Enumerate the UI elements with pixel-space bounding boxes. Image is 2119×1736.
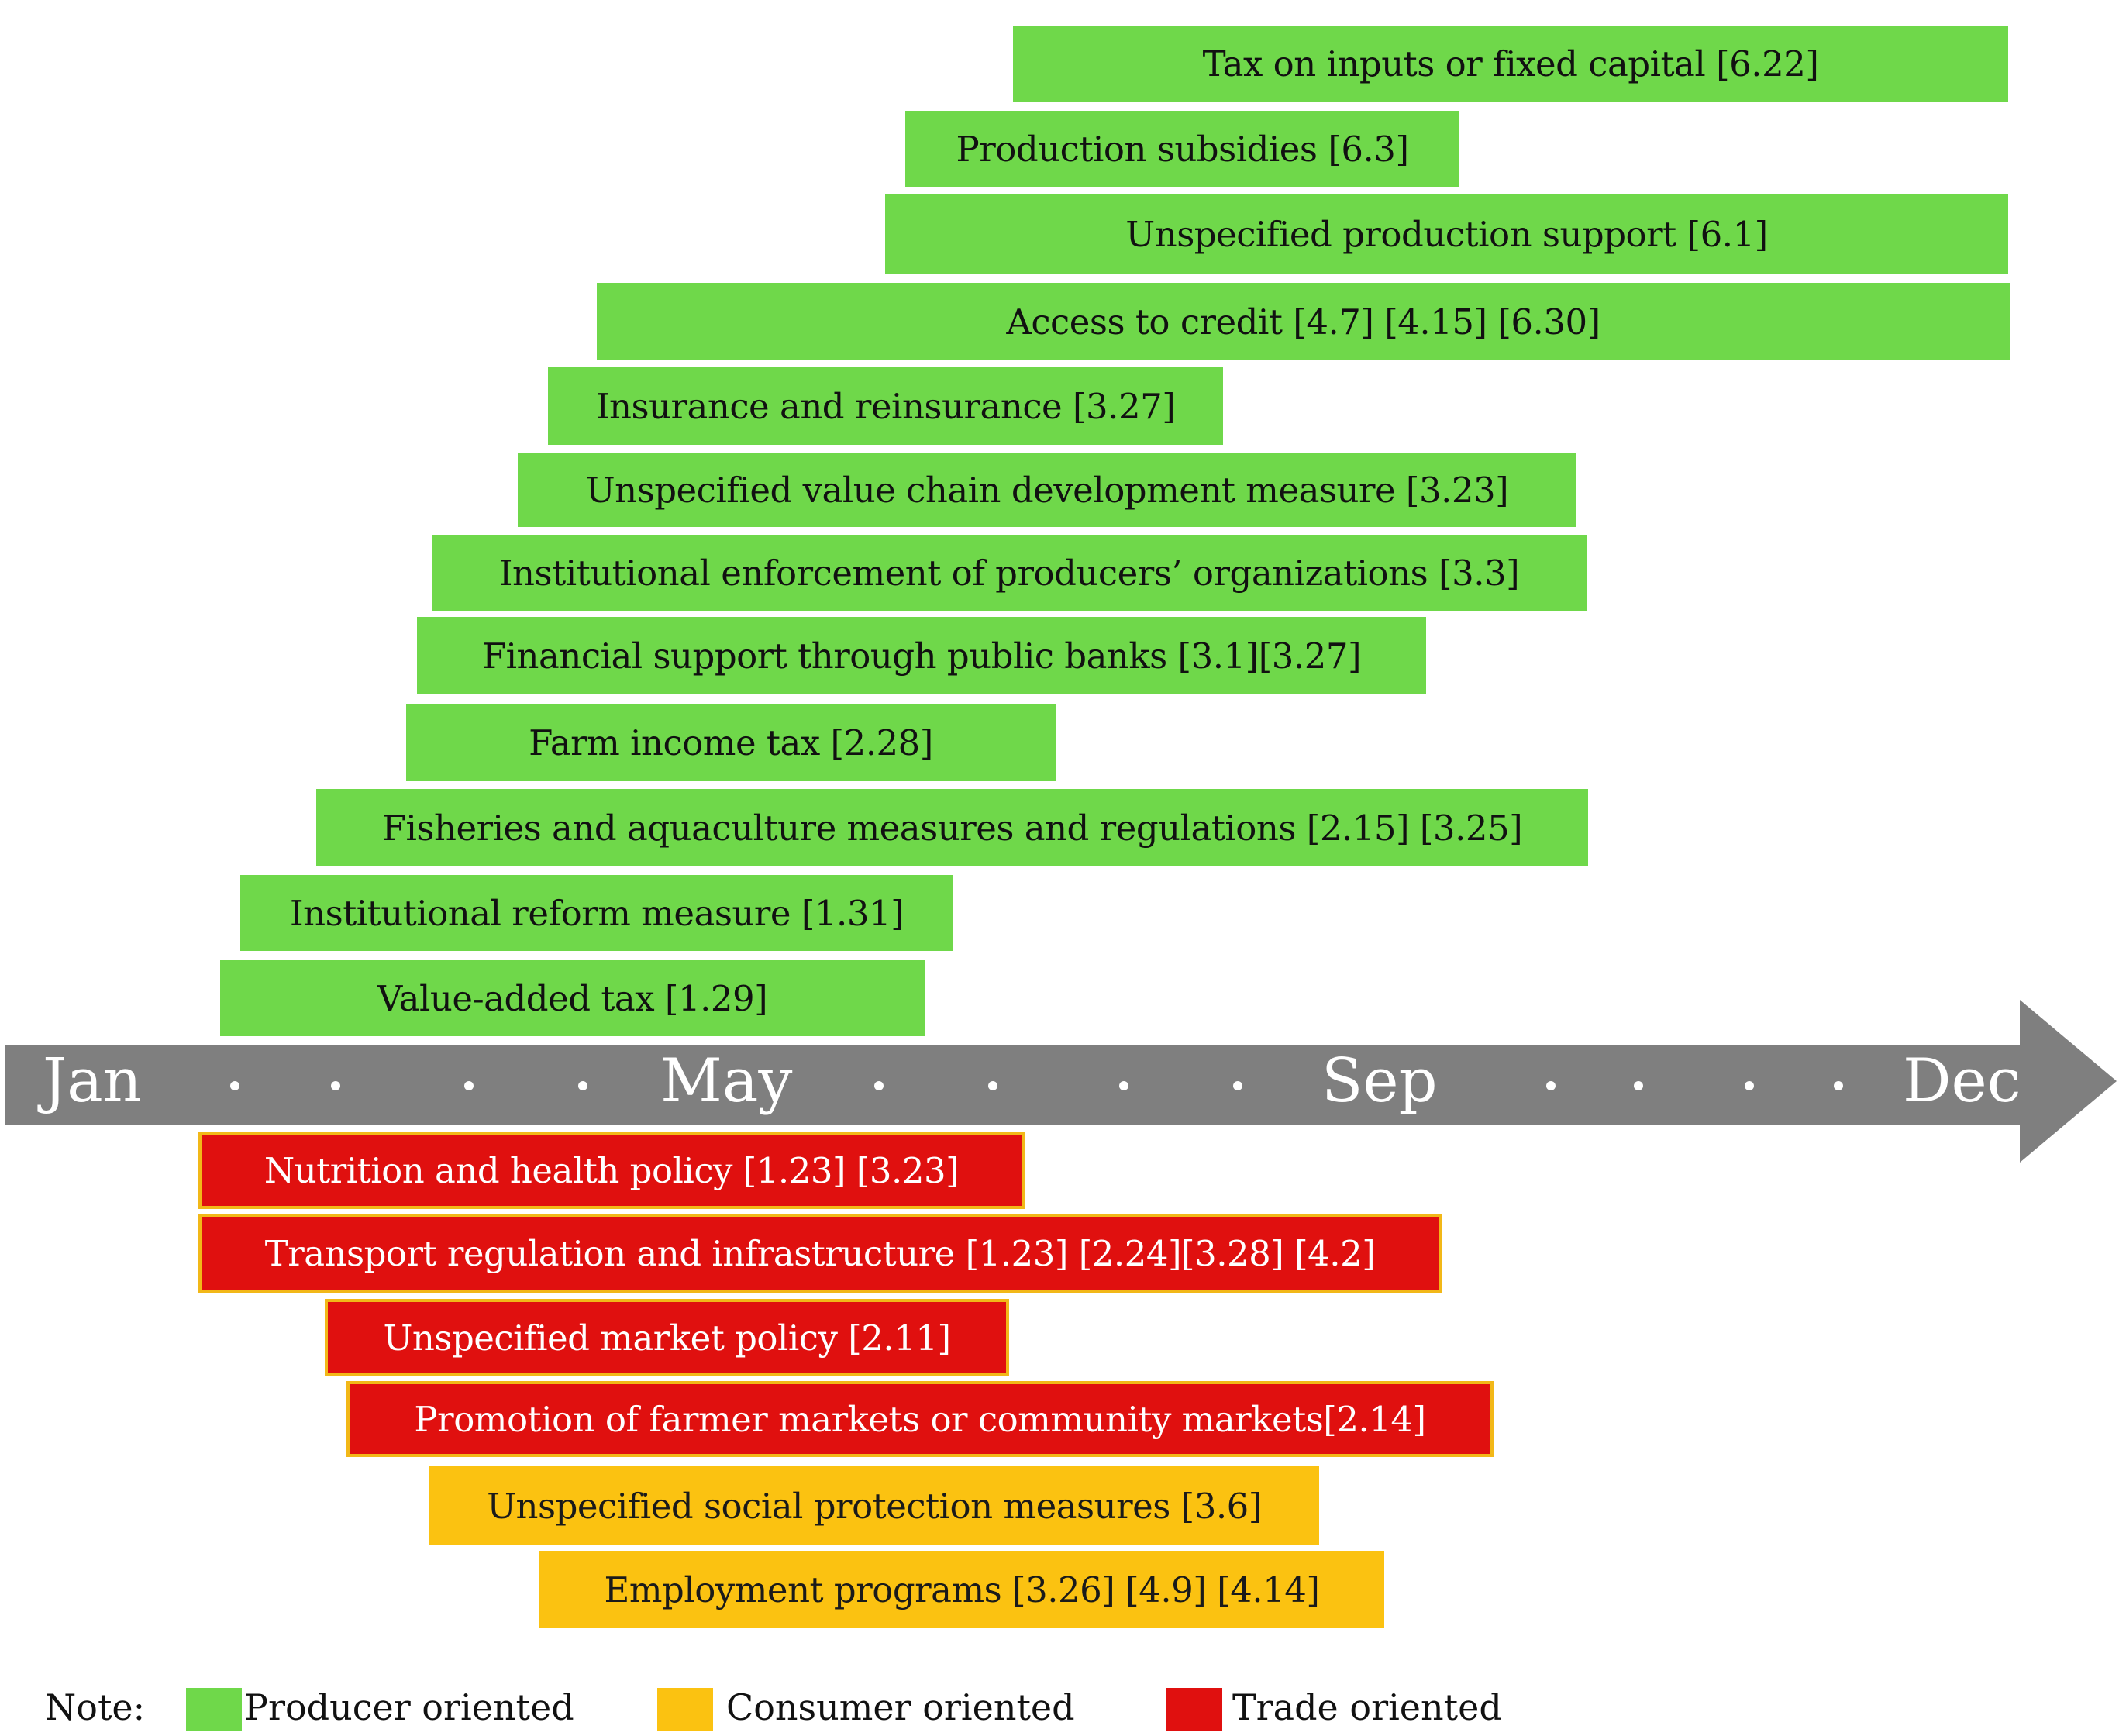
bar-label: Fisheries and aquaculture measures and r… (381, 807, 1523, 849)
bar-label: Institutional enforcement of producers’ … (498, 552, 1520, 594)
bar-label: Tax on inputs or fixed capital [6.22] (1202, 43, 1819, 84)
trade-bar-nutrition-health: Nutrition and health policy [1.23] [3.23… (198, 1132, 1025, 1209)
bar-label: Promotion of farmer markets or community… (414, 1398, 1426, 1440)
legend-trade-label: Trade oriented (1232, 1686, 1502, 1728)
timeline-dot (1546, 1081, 1556, 1090)
trade-bar-market-policy: Unspecified market policy [2.11] (325, 1299, 1009, 1376)
legend-swatch-consumer (657, 1688, 713, 1731)
bar-label: Unspecified social protection measures [… (487, 1485, 1262, 1527)
bar-label: Production subsidies [6.3] (956, 128, 1410, 170)
legend-swatch-trade (1166, 1688, 1222, 1731)
timeline-dot (874, 1081, 884, 1090)
timeline-arrow-shape (5, 1000, 2117, 1162)
timeline-dot (331, 1081, 340, 1090)
month-label-dec: Dec (1903, 1046, 2021, 1116)
producer-bar-vat: Value-added tax [1.29] (220, 960, 925, 1036)
month-label-sep: Sep (1321, 1046, 1438, 1116)
producer-bar-insurance: Insurance and reinsurance [3.27] (548, 367, 1223, 445)
bar-label: Insurance and reinsurance [3.27] (595, 385, 1176, 427)
timeline-dot (1745, 1081, 1754, 1090)
timeline-dot (1119, 1081, 1128, 1090)
bar-label: Nutrition and health policy [1.23] [3.23… (264, 1149, 960, 1191)
legend-consumer-label: Consumer oriented (726, 1686, 1075, 1728)
timeline-dot (230, 1081, 239, 1090)
producer-bar-farm-income-tax: Farm income tax [2.28] (406, 704, 1056, 781)
trade-bar-farmer-markets: Promotion of farmer markets or community… (346, 1381, 1494, 1457)
timeline-dot (578, 1081, 587, 1090)
producer-bar-tax-inputs: Tax on inputs or fixed capital [6.22] (1013, 26, 2008, 102)
producer-bar-fisheries: Fisheries and aquaculture measures and r… (316, 789, 1588, 866)
producer-bar-production-subsidies: Production subsidies [6.3] (905, 111, 1459, 187)
bar-label: Farm income tax [2.28] (529, 722, 933, 763)
legend-swatch-producer (186, 1688, 242, 1731)
bar-label: Unspecified production support [6.1] (1125, 213, 1768, 255)
bar-label: Value-added tax [1.29] (377, 977, 768, 1019)
consumer-bar-employment: Employment programs [3.26] [4.9] [4.14] (539, 1551, 1384, 1628)
timeline-dot (1834, 1081, 1843, 1090)
month-label-jan: Jan (43, 1046, 143, 1116)
producer-bar-institutional-reform: Institutional reform measure [1.31] (240, 875, 953, 951)
legend-producer-label: Producer oriented (244, 1686, 574, 1728)
legend-note-label: Note: (45, 1686, 146, 1728)
bar-label: Financial support through public banks [… (481, 635, 1362, 677)
producer-bar-producers-organizations: Institutional enforcement of producers’ … (432, 535, 1587, 611)
producer-bar-value-chain: Unspecified value chain development meas… (518, 453, 1576, 527)
timeline-dot (464, 1081, 474, 1090)
bar-label: Employment programs [3.26] [4.9] [4.14] (604, 1569, 1320, 1610)
month-label-may: May (660, 1046, 793, 1116)
producer-bar-production-support: Unspecified production support [6.1] (885, 194, 2008, 274)
timeline-dot (988, 1081, 997, 1090)
timeline-arrow (5, 1000, 2117, 1162)
bar-label: Unspecified market policy [2.11] (383, 1317, 951, 1359)
timeline-dot (1233, 1081, 1242, 1090)
bar-label: Unspecified value chain development meas… (585, 469, 1509, 511)
bar-label: Access to credit [4.7] [4.15] [6.30] (1006, 301, 1600, 343)
trade-bar-transport: Transport regulation and infrastructure … (198, 1214, 1442, 1293)
legend: Note: Producer oriented Consumer oriente… (0, 1674, 2119, 1731)
bar-label: Institutional reform measure [1.31] (289, 892, 904, 934)
producer-bar-access-credit: Access to credit [4.7] [4.15] [6.30] (597, 283, 2010, 360)
bar-label: Transport regulation and infrastructure … (264, 1232, 1376, 1274)
producer-bar-public-banks: Financial support through public banks [… (417, 617, 1426, 694)
timeline-dot (1634, 1081, 1643, 1090)
consumer-bar-social-protection: Unspecified social protection measures [… (429, 1466, 1319, 1545)
